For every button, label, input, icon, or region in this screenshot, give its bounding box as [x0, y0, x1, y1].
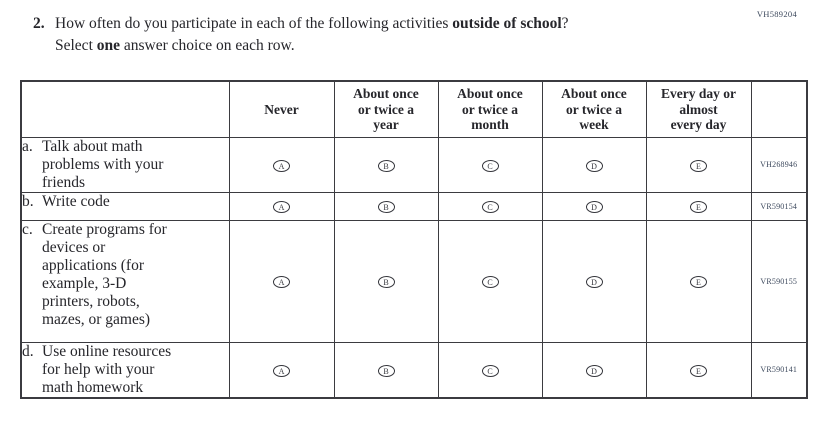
row-b-label: Write code	[42, 192, 110, 210]
answer-bubble-d-month[interactable]: C	[481, 364, 499, 377]
answer-bubble-a-week[interactable]: D	[585, 159, 603, 172]
answer-bubble-c-week[interactable]: D	[585, 276, 603, 288]
answer-bubble-a-daily[interactable]: E	[690, 159, 707, 172]
row-b-cell-never: A	[228, 191, 335, 221]
table-row-c: c. Create programs for devices or applic…	[20, 219, 808, 343]
row-d-cell-week: D	[541, 341, 647, 398]
answer-bubble-b-never[interactable]: A	[273, 201, 290, 213]
answer-bubble-b-week[interactable]: D	[585, 201, 603, 213]
column-header-daily: Every day or almost every day	[645, 80, 752, 138]
answer-bubble-d-week[interactable]: D	[585, 364, 603, 377]
row-a-label-cell: a. Talk about math problems with your fr…	[20, 136, 230, 193]
row-c-label-cell: c. Create programs for devices or applic…	[20, 219, 230, 343]
question-number: 2.	[33, 15, 45, 32]
row-b-cell-month: C	[437, 191, 543, 221]
answer-bubble-b-year[interactable]: B	[377, 201, 395, 213]
row-c-marker: c.	[22, 220, 33, 238]
row-c-label: Create programs for devices or applicati…	[42, 220, 167, 328]
row-a-marker: a.	[22, 137, 33, 155]
row-d-cell-daily: E	[645, 341, 752, 398]
row-a-cell-week: D	[541, 136, 647, 193]
question-line1-after: ?	[561, 15, 569, 32]
row-a-cell-daily: E	[645, 136, 752, 193]
question-line-2: Select one answer choice on each row.	[55, 35, 569, 57]
frequency-table: Never About once or twice a year About o…	[20, 80, 808, 399]
row-c-accession-code: VR590155	[750, 219, 808, 343]
question-block: 2. How often do you participate in each …	[33, 13, 733, 56]
row-c-cell-never: A	[228, 219, 335, 343]
row-a-cell-month: C	[437, 136, 543, 193]
question-line2-before: Select	[55, 36, 97, 54]
table-row-d: d. Use online resources for help with yo…	[20, 341, 808, 398]
row-d-label: Use online resources for help with your …	[42, 342, 172, 396]
header-empty-label	[20, 80, 230, 138]
table-row-a: a. Talk about math problems with your fr…	[20, 136, 808, 193]
question-line-1: How often do you participate in each of …	[55, 13, 569, 35]
row-c-cell-daily: E	[645, 219, 752, 343]
row-b-cell-daily: E	[645, 191, 752, 221]
row-b-accession-code: VR590154	[750, 191, 808, 221]
answer-bubble-a-never[interactable]: A	[273, 159, 290, 172]
row-a-label: Talk about math problems with your frien…	[42, 137, 164, 191]
answer-bubble-c-year[interactable]: B	[377, 276, 395, 288]
column-header-never: Never	[228, 80, 335, 138]
answer-bubble-d-daily[interactable]: E	[690, 364, 707, 377]
row-d-cell-year: B	[333, 341, 439, 398]
row-d-cell-month: C	[437, 341, 543, 398]
form-accession-code: VH589204	[756, 9, 797, 19]
row-a-cell-year: B	[333, 136, 439, 193]
question-line2-after: answer choice on each row.	[120, 36, 295, 54]
row-d-label-cell: d. Use online resources for help with yo…	[20, 341, 230, 398]
row-c-cell-month: C	[437, 219, 543, 343]
row-b-marker: b.	[22, 192, 34, 210]
row-a-cell-never: A	[228, 136, 335, 193]
row-b-cell-year: B	[333, 191, 439, 221]
question-line1-regular: How often do you participate in each of …	[55, 15, 453, 32]
row-b-label-cell: b. Write code	[20, 191, 230, 221]
answer-bubble-a-year[interactable]: B	[377, 159, 395, 172]
answer-bubble-c-month[interactable]: C	[481, 276, 499, 288]
answer-bubble-d-year[interactable]: B	[377, 364, 395, 377]
row-a-accession-code: VH268946	[750, 136, 808, 193]
question-line1-bold: outside of school	[452, 15, 562, 32]
answer-bubble-c-daily[interactable]: E	[690, 276, 707, 288]
answer-bubble-d-never[interactable]: A	[273, 364, 290, 377]
header-row: Never About once or twice a year About o…	[20, 80, 808, 138]
answer-bubble-b-month[interactable]: C	[481, 201, 499, 213]
column-header-week: About once or twice a week	[541, 80, 647, 138]
row-c-cell-year: B	[333, 219, 439, 343]
table-row-b: b. Write code A B C D E VR590154	[20, 191, 808, 221]
row-b-cell-week: D	[541, 191, 647, 221]
column-header-month: About once or twice a month	[437, 80, 543, 138]
header-empty-code	[750, 80, 808, 138]
answer-bubble-b-daily[interactable]: E	[690, 201, 707, 213]
row-d-cell-never: A	[228, 341, 335, 398]
question-text: How often do you participate in each of …	[55, 13, 569, 56]
row-d-accession-code: VR590141	[750, 341, 808, 398]
row-c-cell-week: D	[541, 219, 647, 343]
answer-bubble-c-never[interactable]: A	[273, 276, 290, 288]
row-d-marker: d.	[22, 342, 34, 360]
column-header-year: About once or twice a year	[333, 80, 439, 138]
question-line2-bold: one	[96, 36, 120, 54]
answer-bubble-a-month[interactable]: C	[481, 159, 499, 172]
